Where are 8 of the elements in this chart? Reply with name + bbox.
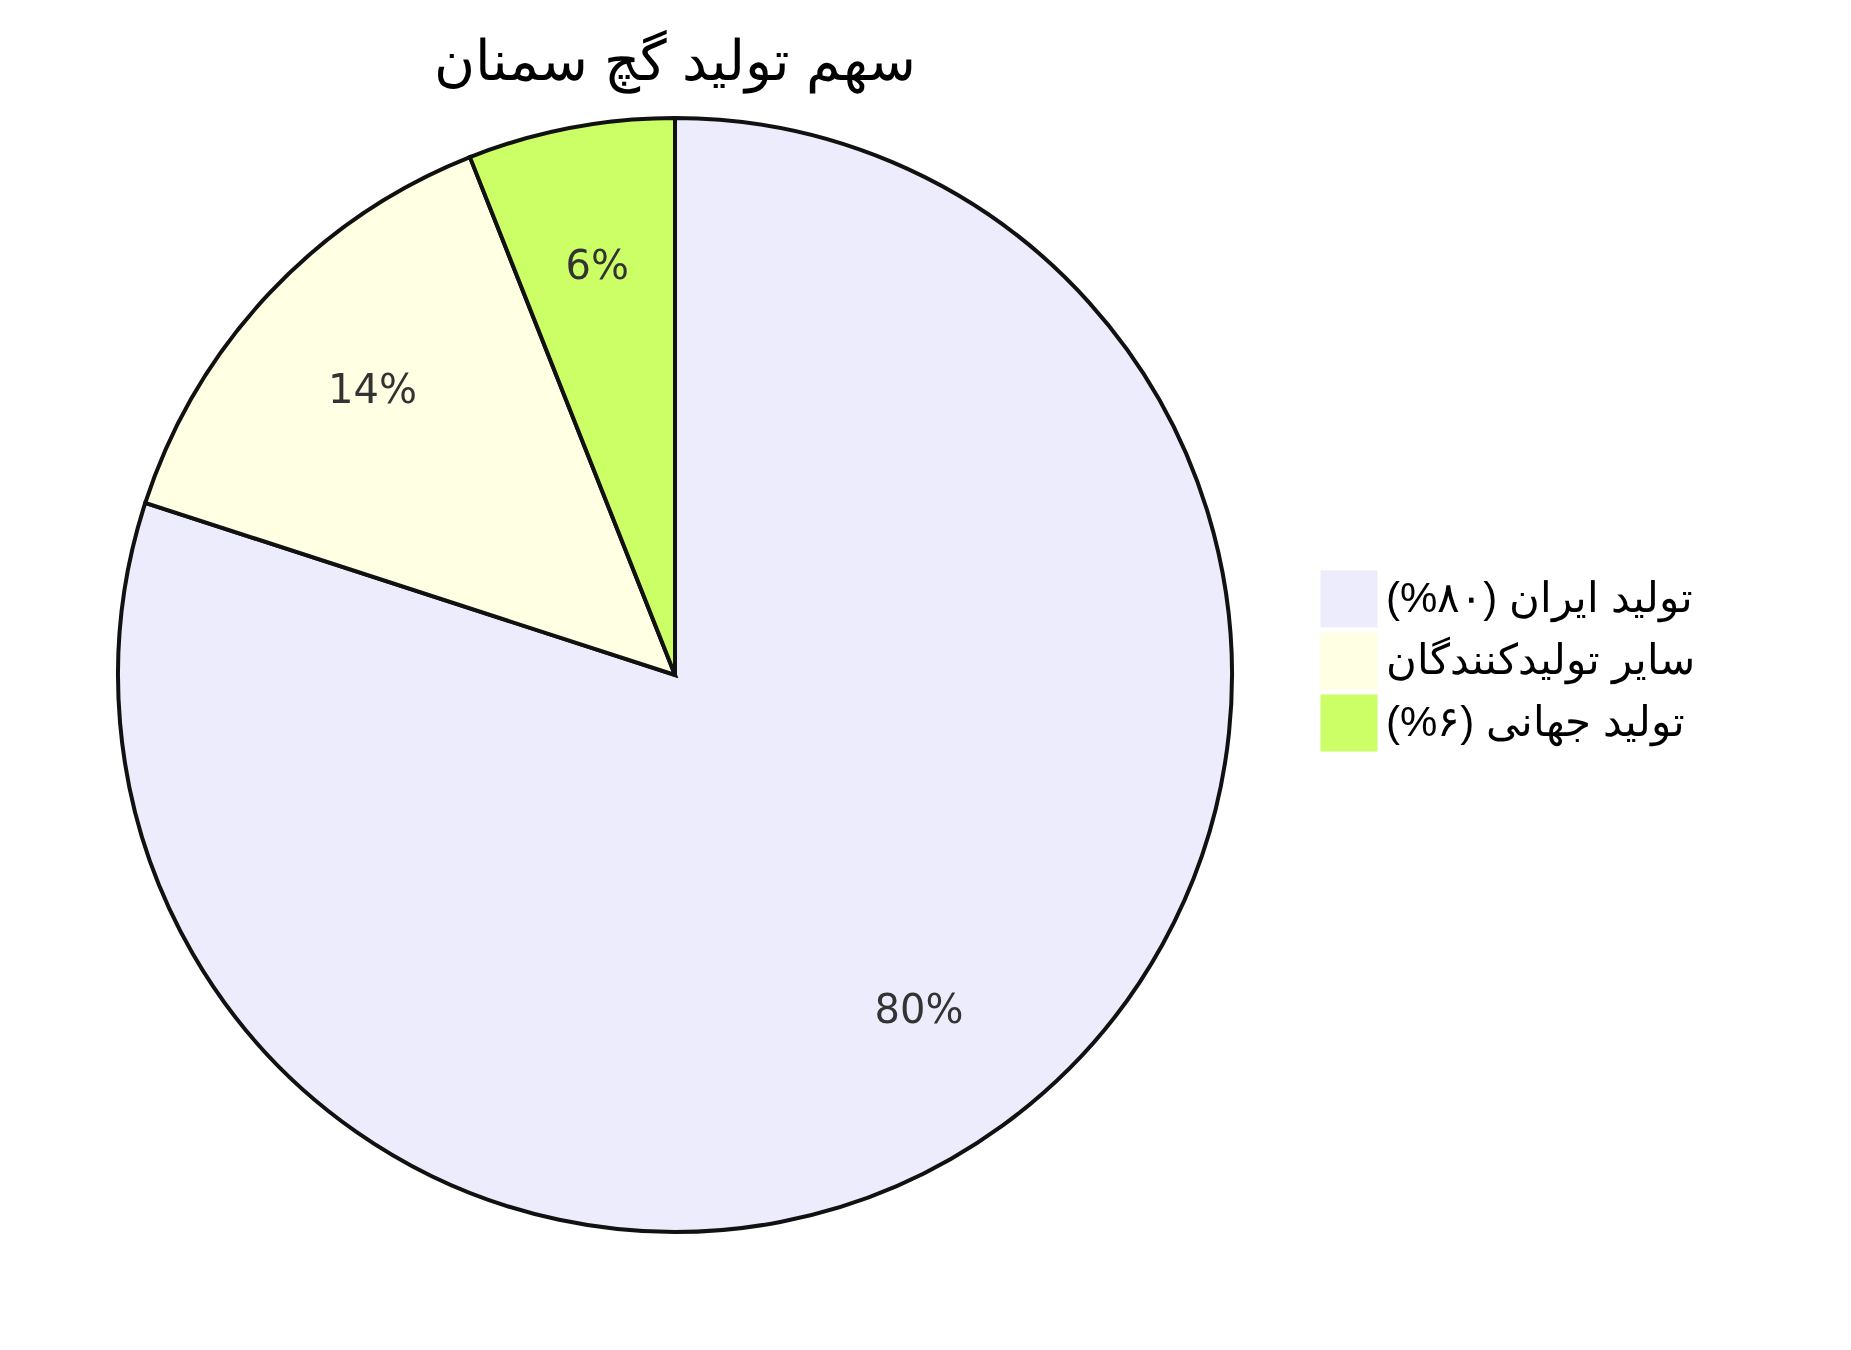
data-label: 6%	[565, 242, 629, 289]
legend-label: تولید جهانی (۶%)	[1386, 698, 1685, 747]
data-label: 80%	[874, 985, 964, 1032]
chart-title: سهم تولید گچ سمنان	[434, 29, 916, 94]
pie-slice	[116, 116, 1234, 1234]
legend-label: سایر تولیدکنندگان	[1386, 636, 1695, 685]
data-label: 14%	[328, 365, 417, 412]
legend-label: تولید ایران (۸۰%)	[1386, 574, 1693, 623]
